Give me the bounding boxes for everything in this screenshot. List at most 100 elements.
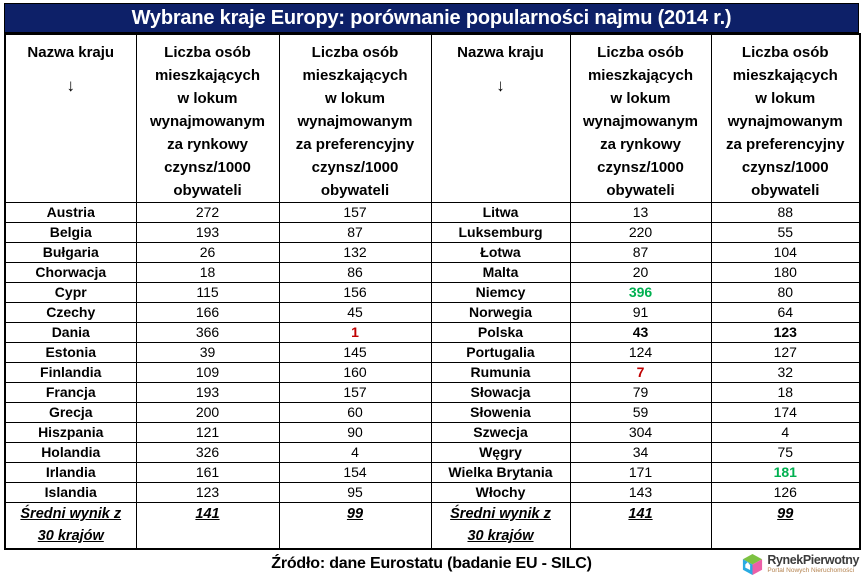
country-cell-left: Francja (4, 382, 137, 403)
preferential-value-left: 95 (278, 482, 432, 503)
table-body: Austria 272 157 Litwa 13 88 Belgia 193 87 Luksemb… (4, 202, 861, 503)
country-cell-right: Włochy (430, 482, 571, 503)
market-value-right: 43 (569, 322, 712, 343)
market-value-right: 171 (569, 462, 712, 483)
preferential-value-right: 4 (710, 422, 861, 443)
table-row: Grecja 200 60 Słowenia 59 174 (4, 402, 861, 423)
table-row: Austria 272 157 Litwa 13 88 (4, 202, 861, 223)
logo-subtitle: Portal Nowych Nieruchomości (767, 567, 855, 575)
preferential-value-right: 127 (710, 342, 861, 363)
country-cell-right: Malta (430, 262, 571, 283)
preferential-value-left: 87 (278, 222, 432, 243)
market-value-right: 13 (569, 202, 712, 223)
country-cell-right: Rumunia (430, 362, 571, 383)
logo-name: RynekPierwotny (767, 552, 859, 567)
market-value-left: 18 (135, 262, 280, 283)
preferential-value-right: 181 (710, 462, 861, 483)
preferential-value-left: 145 (278, 342, 432, 363)
table-row: Estonia 39 145 Portugalia 124 127 (4, 342, 861, 363)
summary-row: Średni wynik z 30 krajów 141 99 Średni w… (4, 502, 861, 549)
preferential-value-right: 32 (710, 362, 861, 383)
preferential-value-right: 180 (710, 262, 861, 283)
header-country-label: Nazwa kraju (457, 44, 544, 61)
header-preferential-rent-left: Liczba osób mieszkających w lokum wynajm… (278, 33, 432, 203)
market-value-right: 304 (569, 422, 712, 443)
table-summary: Średni wynik z 30 krajów 141 99 Średni w… (4, 502, 861, 549)
header-market-rent-left: Liczba osób mieszkających w lokum wynajm… (135, 33, 280, 203)
market-value-right: 20 (569, 262, 712, 283)
preferential-value-right: 126 (710, 482, 861, 503)
preferential-value-left: 60 (278, 402, 432, 423)
market-value-left: 326 (135, 442, 280, 463)
summary-preferential-right: 99 (710, 502, 861, 549)
table-row: Holandia 326 4 Węgry 34 75 (4, 442, 861, 463)
country-cell-left: Cypr (4, 282, 137, 303)
table-row: Finlandia 109 160 Rumunia 7 32 (4, 362, 861, 383)
table-row: Francja 193 157 Słowacja 79 18 (4, 382, 861, 403)
table-row: Hiszpania 121 90 Szwecja 304 4 (4, 422, 861, 443)
summary-label-right: Średni wynik z 30 krajów (430, 502, 571, 549)
preferential-value-left: 157 (278, 202, 432, 223)
market-value-left: 272 (135, 202, 280, 223)
preferential-value-right: 88 (710, 202, 861, 223)
market-value-left: 109 (135, 362, 280, 383)
market-value-left: 39 (135, 342, 280, 363)
country-cell-left: Irlandia (4, 462, 137, 483)
header-country-left: Nazwa kraju ↓ (4, 33, 137, 203)
country-cell-right: Węgry (430, 442, 571, 463)
country-cell-left: Grecja (4, 402, 137, 423)
preferential-value-left: 4 (278, 442, 432, 463)
market-value-right: 91 (569, 302, 712, 323)
country-cell-left: Estonia (4, 342, 137, 363)
header-market-rent-right: Liczba osób mieszkających w lokum wynajm… (569, 33, 712, 203)
house-cube-icon (743, 553, 763, 575)
summary-market-right: 141 (569, 502, 712, 549)
preferential-value-right: 18 (710, 382, 861, 403)
market-value-right: 34 (569, 442, 712, 463)
country-cell-left: Finlandia (4, 362, 137, 383)
country-cell-left: Czechy (4, 302, 137, 323)
preferential-value-right: 55 (710, 222, 861, 243)
country-cell-right: Wielka Brytania (430, 462, 571, 483)
market-value-left: 366 (135, 322, 280, 343)
country-cell-left: Belgia (4, 222, 137, 243)
table-row: Bułgaria 26 132 Łotwa 87 104 (4, 242, 861, 263)
header-country-right: Nazwa kraju ↓ (430, 33, 571, 203)
rynek-pierwotny-logo: RynekPierwotny Portal Nowych Nieruchomoś… (741, 553, 859, 576)
market-value-left: 26 (135, 242, 280, 263)
market-value-right: 87 (569, 242, 712, 263)
market-value-right: 7 (569, 362, 712, 383)
page-title: Wybrane kraje Europy: porównanie popular… (4, 3, 859, 33)
preferential-value-right: 80 (710, 282, 861, 303)
country-cell-right: Niemcy (430, 282, 571, 303)
market-value-right: 59 (569, 402, 712, 423)
country-cell-left: Hiszpania (4, 422, 137, 443)
preferential-value-left: 1 (278, 322, 432, 343)
table-row: Chorwacja 18 86 Malta 20 180 (4, 262, 861, 283)
preferential-value-left: 157 (278, 382, 432, 403)
preferential-value-right: 123 (710, 322, 861, 343)
market-value-left: 123 (135, 482, 280, 503)
country-cell-right: Słowenia (430, 402, 571, 423)
preferential-value-right: 75 (710, 442, 861, 463)
preferential-value-right: 174 (710, 402, 861, 423)
logo-text: RynekPierwotny Portal Nowych Nieruchomoś… (767, 552, 859, 575)
market-value-left: 121 (135, 422, 280, 443)
country-cell-right: Luksemburg (430, 222, 571, 243)
summary-label-left: Średni wynik z 30 krajów (4, 502, 137, 549)
market-value-right: 396 (569, 282, 712, 303)
header-country-label: Nazwa kraju (27, 44, 115, 61)
table-row: Cypr 115 156 Niemcy 396 80 (4, 282, 861, 303)
country-cell-right: Polska (430, 322, 571, 343)
market-value-right: 220 (569, 222, 712, 243)
preferential-value-right: 64 (710, 302, 861, 323)
preferential-value-left: 45 (278, 302, 432, 323)
summary-preferential-left: 99 (278, 502, 432, 549)
country-cell-right: Norwegia (430, 302, 571, 323)
market-value-right: 143 (569, 482, 712, 503)
down-arrow-icon: ↓ (66, 76, 76, 95)
market-value-left: 166 (135, 302, 280, 323)
country-cell-left: Holandia (4, 442, 137, 463)
market-value-left: 193 (135, 222, 280, 243)
rent-comparison-table: Nazwa kraju ↓ Liczba osób mieszkających w… (4, 33, 861, 550)
